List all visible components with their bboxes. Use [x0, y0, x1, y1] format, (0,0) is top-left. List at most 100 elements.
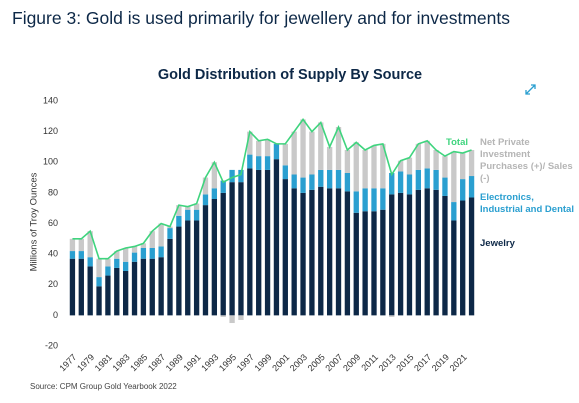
bar — [69, 251, 76, 259]
bar — [424, 168, 430, 189]
y-tick-label: 20 — [48, 279, 58, 289]
bar — [176, 215, 182, 227]
bar — [468, 176, 475, 198]
x-tick-label: 1997 — [235, 352, 256, 373]
bar — [211, 188, 218, 199]
expand-icon[interactable] — [525, 84, 536, 95]
y-tick-label: 40 — [48, 249, 58, 259]
bar — [149, 258, 155, 316]
bar — [69, 238, 76, 252]
bar — [406, 157, 413, 175]
legend-entry: Total — [446, 137, 468, 148]
bar — [442, 195, 448, 316]
bar — [229, 169, 235, 183]
bar — [415, 189, 422, 316]
x-tick-label: 1993 — [199, 352, 220, 373]
bar — [131, 246, 138, 253]
bar — [211, 199, 218, 316]
bar — [353, 191, 359, 213]
y-axis-label: Millions of Troy Ounces — [29, 172, 40, 271]
bar — [344, 191, 351, 316]
bar — [193, 209, 200, 221]
x-tick-label: 2019 — [430, 352, 451, 373]
bar — [185, 209, 191, 221]
x-tick-label: 1977 — [57, 352, 78, 373]
bar — [451, 151, 457, 203]
bar — [264, 156, 271, 170]
bar — [406, 194, 413, 316]
bar — [415, 143, 422, 170]
bar — [273, 143, 280, 160]
bar — [335, 188, 342, 316]
bar — [158, 223, 164, 247]
bar — [149, 248, 155, 259]
bar — [193, 203, 200, 210]
bar — [406, 174, 413, 195]
bar — [220, 192, 226, 316]
bar — [309, 131, 315, 175]
bar — [176, 205, 182, 216]
figure-heading: Figure 3: Gold is used primarily for jew… — [12, 8, 510, 28]
bar — [371, 145, 377, 189]
bar — [122, 270, 129, 316]
bar — [460, 179, 466, 201]
x-tick-label: 1987 — [146, 352, 167, 373]
bar — [229, 315, 235, 324]
bar — [300, 119, 306, 178]
bar — [202, 194, 209, 206]
bar — [229, 182, 235, 316]
bar — [424, 140, 430, 169]
y-tick-label: -20 — [45, 340, 58, 350]
bar — [451, 202, 457, 221]
bar — [318, 122, 324, 170]
bar — [282, 143, 288, 166]
x-tick-label: 2013 — [377, 352, 398, 373]
bar — [264, 139, 271, 157]
bar — [193, 220, 200, 316]
bar — [371, 188, 377, 212]
bar — [247, 168, 253, 316]
bar — [185, 220, 191, 316]
bar — [326, 146, 333, 170]
bar — [140, 243, 147, 248]
x-tick-label: 2009 — [341, 352, 362, 373]
bar — [185, 206, 191, 210]
bar — [309, 174, 315, 190]
legend-entry: Net Private Investment Purchases (+)/ Sa… — [480, 137, 573, 184]
bar — [415, 169, 422, 190]
bar — [105, 266, 111, 276]
x-tick-label: 2017 — [412, 352, 433, 373]
legend-entry: Electronics, Industrial and Dental — [480, 192, 574, 215]
bar — [468, 197, 475, 316]
bar — [460, 153, 466, 180]
bar — [371, 211, 377, 316]
bar — [282, 179, 288, 316]
bar — [69, 258, 76, 316]
x-tick-label: 1983 — [111, 352, 132, 373]
bar — [433, 150, 439, 170]
x-tick-label: 1979 — [75, 352, 96, 373]
bar — [362, 211, 368, 316]
bar — [380, 188, 386, 210]
bar — [397, 192, 404, 316]
bar — [220, 180, 226, 193]
bar — [362, 188, 368, 212]
x-tick-label: 2021 — [448, 352, 469, 373]
chart-title: Gold Distribution of Supply By Source — [158, 67, 422, 83]
x-tick-label: 1999 — [252, 352, 273, 373]
bar — [96, 286, 102, 316]
bar — [380, 143, 386, 189]
bar — [140, 248, 147, 259]
bar — [353, 142, 359, 192]
bar — [389, 172, 395, 195]
bar — [335, 169, 342, 189]
source: Source: CPM Group Gold Yearbook 2022 — [30, 382, 177, 391]
y-tick-label: 0 — [53, 310, 58, 320]
bar — [362, 150, 368, 189]
bar — [256, 140, 262, 157]
legend-entry: Jewelry — [480, 238, 515, 249]
bar — [238, 182, 244, 316]
bar — [335, 127, 342, 170]
